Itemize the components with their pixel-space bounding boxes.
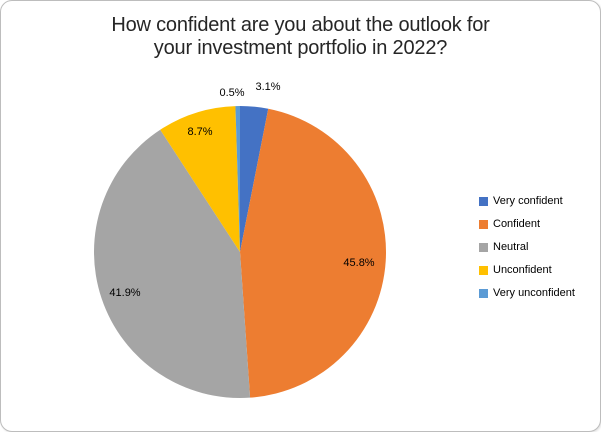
legend: Very confident Confident Neutral Unconfiden…	[479, 195, 575, 299]
legend-label: Very confident	[493, 195, 563, 207]
legend-item-very-confident[interactable]: Very confident	[479, 195, 575, 207]
legend-marker-icon	[479, 219, 488, 229]
legend-item-neutral[interactable]: Neutral	[479, 241, 575, 253]
legend-marker-icon	[479, 196, 488, 206]
pie-slice-very-confident[interactable]	[240, 106, 269, 252]
legend-label: Neutral	[493, 241, 529, 253]
legend-marker-icon	[479, 265, 488, 275]
chart-title: How confident are you about the outlook …	[1, 14, 600, 60]
pie-slice-confident[interactable]	[240, 108, 386, 398]
legend-item-unconfident[interactable]: Unconfident	[479, 264, 575, 276]
legend-marker-icon	[479, 288, 488, 298]
chart-title-line-1: How confident are you about the outlook …	[111, 14, 490, 36]
pie-slice-neutral[interactable]	[94, 129, 251, 398]
legend-label: Confident	[493, 218, 541, 230]
legend-item-very-unconfident[interactable]: Very unconfident	[479, 287, 575, 299]
pie-slice-very-unconfident[interactable]	[235, 105, 240, 252]
legend-label: Very unconfident	[493, 287, 575, 299]
chart-title-line-2: your investment portfolio in 2022?	[153, 37, 448, 59]
legend-marker-icon	[479, 242, 488, 252]
legend-item-confident[interactable]: Confident	[479, 218, 575, 230]
legend-label: Unconfident	[493, 264, 552, 276]
pie-slice-unconfident[interactable]	[160, 106, 240, 252]
